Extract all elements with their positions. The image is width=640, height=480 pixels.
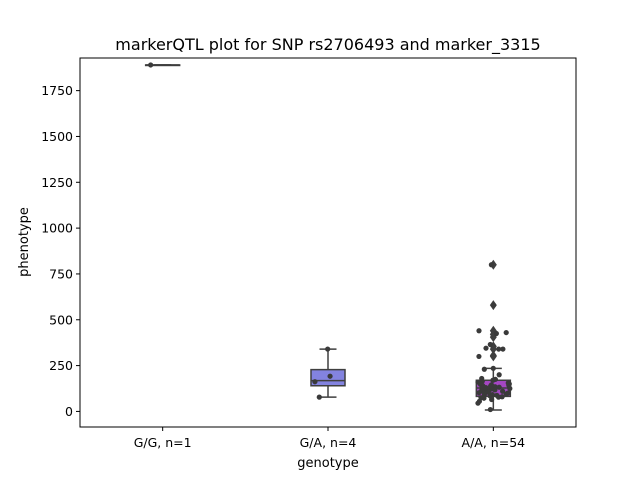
data-point xyxy=(490,377,496,383)
data-point xyxy=(496,384,502,390)
y-axis-label: phenotype xyxy=(17,207,32,277)
data-point xyxy=(483,345,489,351)
data-point xyxy=(490,365,496,371)
chart-title: markerQTL plot for SNP rs2706493 and mar… xyxy=(115,35,540,55)
data-point xyxy=(476,328,482,334)
data-point xyxy=(148,62,154,68)
box-group xyxy=(144,62,181,68)
y-tick-label: 1750 xyxy=(41,83,73,98)
data-point xyxy=(327,373,333,379)
x-tick-label: G/A, n=4 xyxy=(300,435,357,450)
box-group xyxy=(310,346,346,400)
data-point xyxy=(316,394,322,400)
data-point xyxy=(489,396,495,403)
data-point xyxy=(475,400,481,406)
y-tick-label: 0 xyxy=(65,404,73,419)
y-axis: 0 250 500 750 1000 1250 1500 1750 xyxy=(41,83,80,419)
data-point xyxy=(492,387,498,393)
data-point xyxy=(507,385,513,392)
y-tick-label: 750 xyxy=(49,266,73,281)
data-point xyxy=(496,346,502,352)
x-axis-label: genotype xyxy=(297,456,358,471)
x-tick-label: G/G, n=1 xyxy=(134,435,192,450)
x-tick-label: A/A, n=54 xyxy=(462,435,526,450)
data-point xyxy=(476,390,482,396)
outlier-marker xyxy=(489,351,497,362)
plot-area xyxy=(144,62,513,413)
y-tick-label: 1500 xyxy=(41,129,73,144)
data-point xyxy=(487,406,493,413)
y-tick-label: 1250 xyxy=(41,175,73,190)
data-point xyxy=(495,394,502,400)
y-tick-label: 1000 xyxy=(41,221,73,236)
data-point xyxy=(503,391,509,397)
data-point xyxy=(487,341,493,348)
data-point xyxy=(500,346,506,352)
data-point xyxy=(493,330,499,337)
y-tick-label: 250 xyxy=(49,358,73,373)
box-group xyxy=(475,259,513,413)
data-point xyxy=(481,366,487,372)
data-point xyxy=(481,395,487,401)
data-point xyxy=(503,329,509,336)
x-axis: G/G, n=1 G/A, n=4 A/A, n=54 xyxy=(134,427,525,450)
data-point xyxy=(496,372,502,378)
data-point xyxy=(312,379,318,385)
data-point xyxy=(488,262,495,268)
data-point xyxy=(325,346,331,352)
data-point xyxy=(490,302,497,308)
y-tick-label: 500 xyxy=(49,312,73,327)
data-point xyxy=(500,388,506,394)
data-point xyxy=(476,353,482,360)
